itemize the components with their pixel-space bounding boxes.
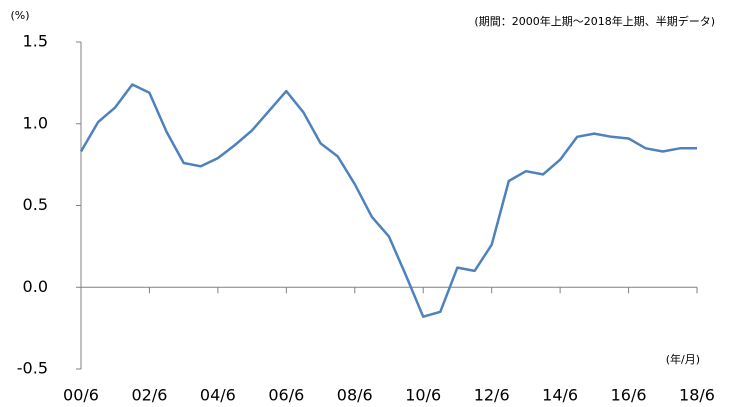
chart-subtitle: (期間：2000年上期～2018年上期、半期データ) <box>474 14 715 28</box>
x-tick-label: 02/6 <box>131 386 167 405</box>
y-unit: (%) <box>10 9 29 22</box>
x-tick-label: 14/6 <box>542 386 578 405</box>
y-tick-label: 1.0 <box>23 113 48 132</box>
x-tick-label: 00/6 <box>63 386 99 405</box>
x-unit: (年/月) <box>666 352 700 366</box>
y-tick-label: 1.5 <box>23 32 48 51</box>
x-tick-label: 12/6 <box>474 386 510 405</box>
x-tick-label: 10/6 <box>405 386 441 405</box>
y-tick-label: 0.5 <box>23 195 48 214</box>
x-tick-label: 16/6 <box>611 386 647 405</box>
x-tick-label: 08/6 <box>337 386 373 405</box>
x-tick-label: 18/6 <box>679 386 715 405</box>
y-tick-label: 0.0 <box>23 277 48 296</box>
line-series <box>79 83 697 318</box>
x-tick-label: 06/6 <box>268 386 304 405</box>
y-tick-label: -0.5 <box>17 359 48 378</box>
x-tick-label: 04/6 <box>200 386 236 405</box>
